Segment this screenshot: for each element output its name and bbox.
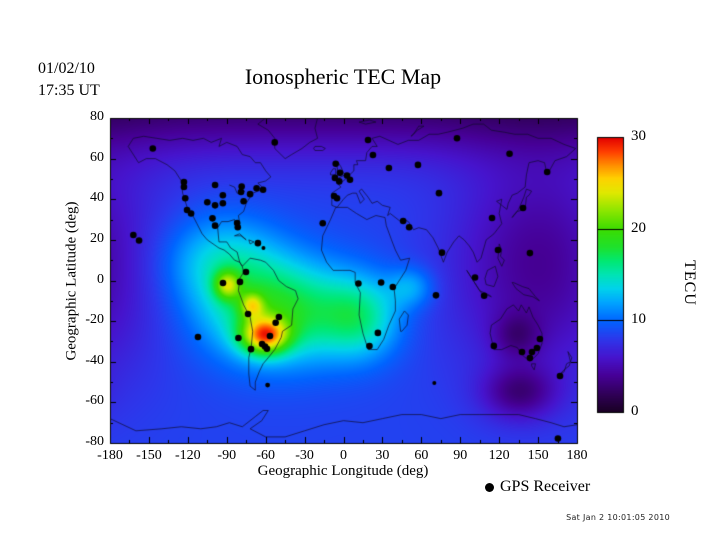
- y-tick-label: -40: [85, 352, 104, 368]
- y-tick-label: -20: [85, 312, 104, 328]
- x-tick-label: -150: [136, 448, 162, 463]
- x-tick-label: -90: [217, 448, 237, 463]
- x-axis-title: Geographic Longitude (deg): [257, 463, 429, 479]
- x-tick-label: -60: [256, 448, 275, 463]
- y-tick-label: 80: [90, 109, 104, 124]
- gps-receiver-marker: [485, 483, 494, 492]
- x-tick-label: 120: [488, 448, 510, 463]
- x-tick-label: 180: [566, 448, 588, 463]
- colorbar-tick-label: 0: [631, 403, 639, 419]
- x-tick-label: 30: [375, 448, 390, 463]
- y-tick-label: -80: [85, 434, 104, 449]
- x-tick-label: 90: [453, 448, 468, 463]
- gps-receiver-legend-label: GPS Receiver: [500, 478, 591, 495]
- x-tick-label: 60: [414, 448, 429, 463]
- plot-generation-timestamp: Sat Jan 2 10:01:05 2010: [566, 513, 670, 522]
- observation-datetime: 01/02/10 17:35 UT: [38, 58, 100, 102]
- observation-date: 01/02/10: [38, 60, 95, 77]
- x-tick-label: -30: [295, 448, 314, 463]
- x-tick-label: -120: [174, 448, 201, 463]
- colorbar-tick-label: 30: [631, 128, 646, 144]
- y-tick-label: 40: [90, 190, 104, 206]
- colorbar-tick-label: 10: [631, 311, 646, 328]
- y-tick-label: -60: [85, 393, 104, 409]
- page-title: Ionospheric TEC Map: [244, 64, 442, 89]
- colorbar-tick-label: 20: [631, 219, 646, 236]
- y-tick-label: 60: [90, 149, 104, 165]
- y-tick-label: 20: [90, 230, 104, 246]
- y-tick-label: 0: [97, 271, 104, 287]
- x-tick-label: 0: [340, 448, 347, 463]
- observation-time: 17:35 UT: [38, 82, 100, 99]
- x-tick-label: 150: [527, 448, 549, 463]
- colorbar-unit-label: TECU: [681, 260, 698, 306]
- x-tick-label: -180: [97, 448, 123, 463]
